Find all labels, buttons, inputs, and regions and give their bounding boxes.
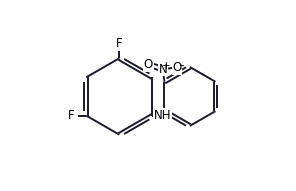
Text: NH: NH — [154, 109, 171, 122]
Text: O: O — [172, 61, 181, 74]
Text: -: - — [179, 59, 184, 72]
Text: N: N — [159, 63, 167, 76]
Text: F: F — [68, 109, 74, 122]
Text: +: + — [163, 61, 171, 71]
Text: O: O — [144, 58, 153, 71]
Text: F: F — [116, 37, 123, 50]
